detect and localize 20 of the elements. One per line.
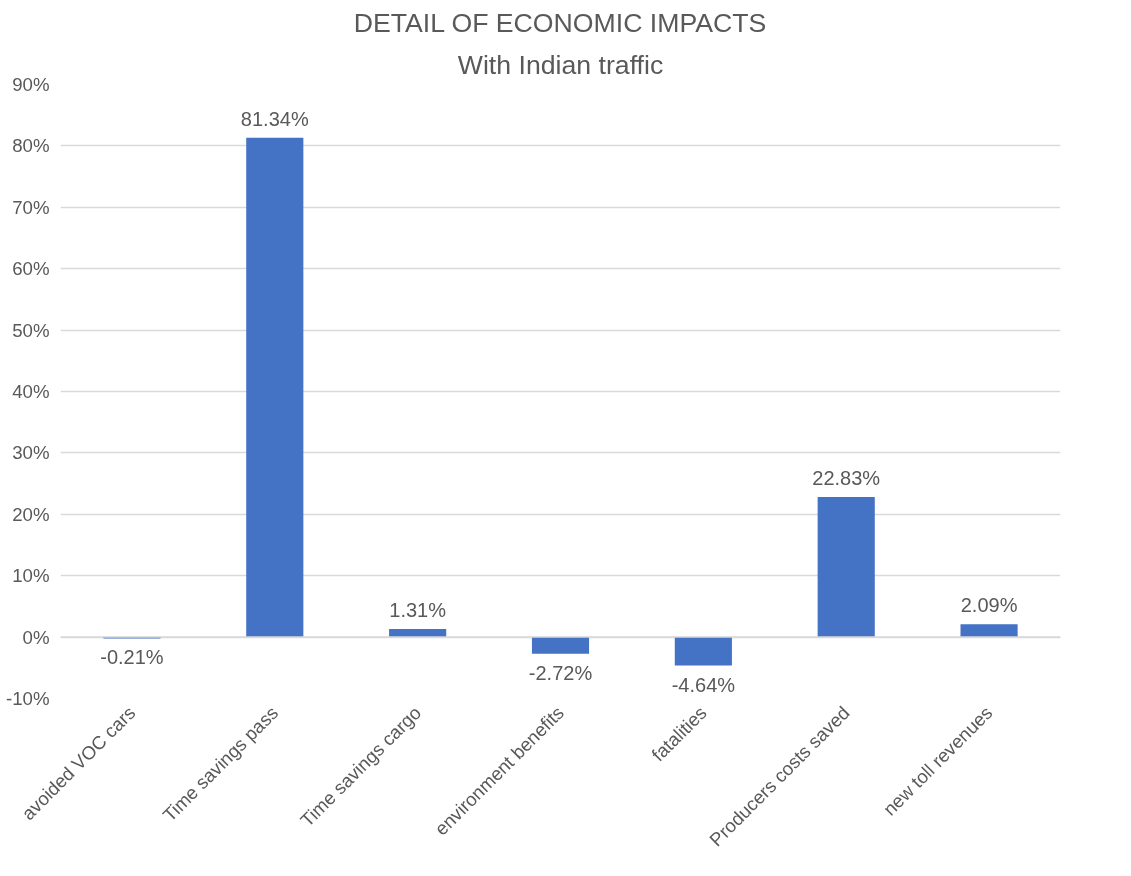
- y-tick-label: 30%: [12, 442, 50, 464]
- y-tick-label: 60%: [12, 258, 50, 280]
- y-tick-label: 70%: [12, 196, 50, 218]
- y-tick-label: 80%: [12, 135, 50, 157]
- y-tick-label: 0%: [22, 626, 50, 648]
- data-label: 22.83%: [812, 466, 881, 489]
- y-tick-label: 90%: [12, 74, 50, 95]
- data-label: -2.72%: [528, 661, 593, 684]
- y-tick-label: 50%: [12, 319, 50, 341]
- data-label: 2.09%: [960, 594, 1018, 617]
- data-label: -4.64%: [671, 673, 736, 696]
- y-tick-label: 20%: [12, 503, 50, 525]
- y-tick-label: 10%: [12, 565, 50, 587]
- data-label: -0.21%: [100, 646, 164, 669]
- data-label: 81.34%: [240, 107, 309, 130]
- y-tick-label: -10%: [5, 688, 50, 709]
- chart-title: DETAIL OF ECONOMIC IMPACTS: [353, 7, 767, 38]
- data-label: 1.31%: [389, 599, 447, 622]
- chart-subtitle: With Indian traffic: [457, 49, 664, 80]
- y-tick-label: 40%: [12, 381, 50, 402]
